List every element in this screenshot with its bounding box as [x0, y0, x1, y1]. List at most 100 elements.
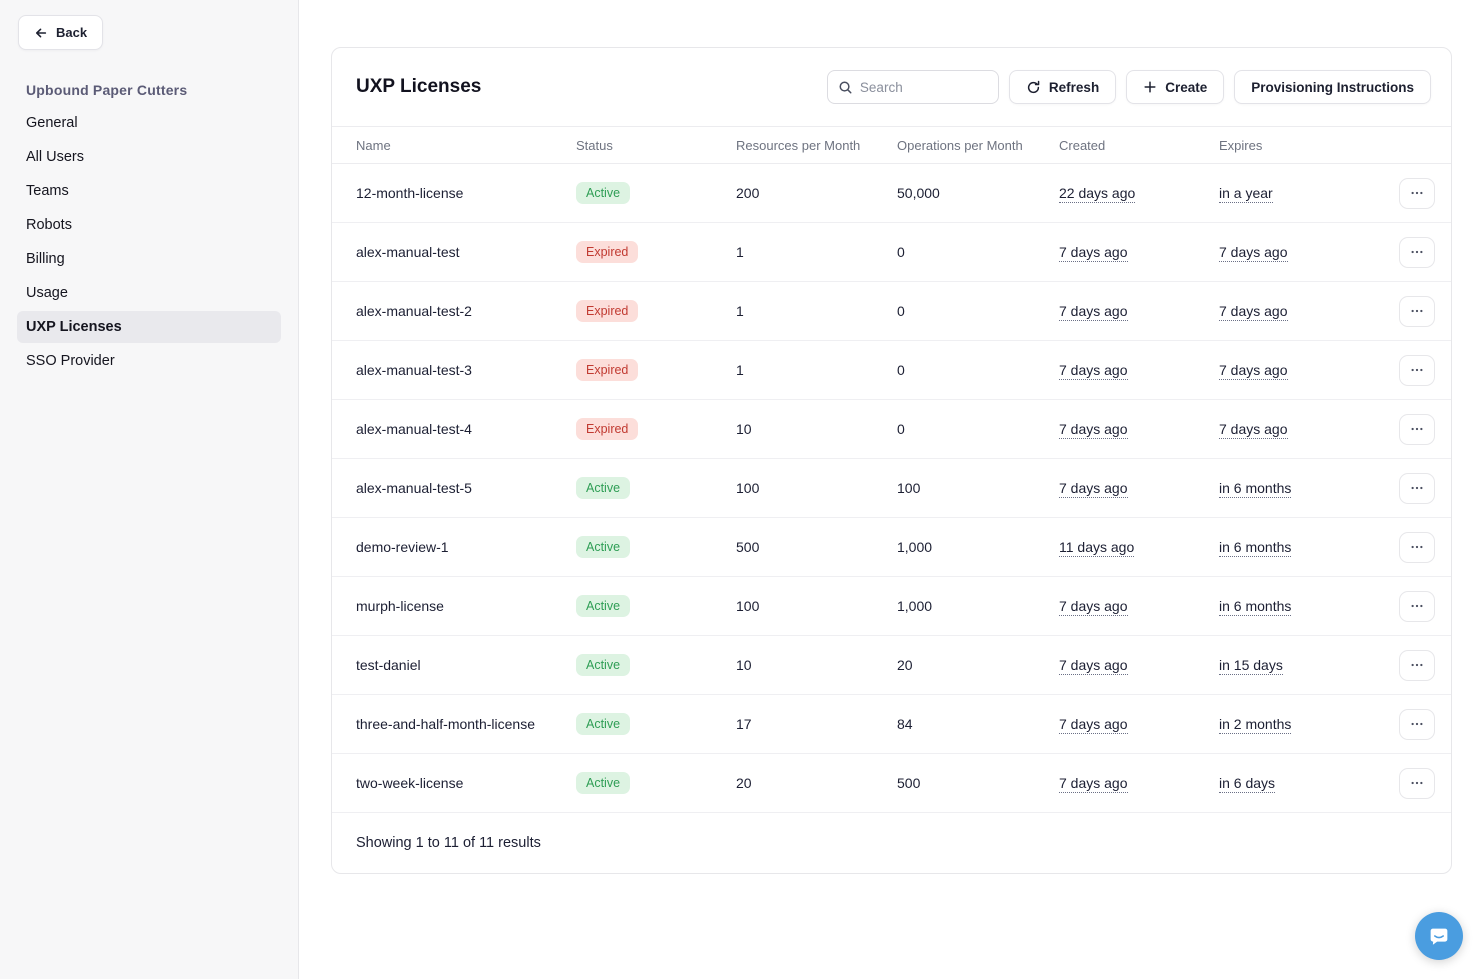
- expires-date[interactable]: 7 days ago: [1219, 303, 1288, 321]
- back-button-label: Back: [56, 25, 88, 40]
- row-actions-button[interactable]: [1399, 649, 1435, 681]
- created-date[interactable]: 7 days ago: [1059, 244, 1128, 262]
- ellipsis-icon: [1410, 717, 1424, 731]
- search-box[interactable]: [826, 70, 999, 104]
- resources-per-month: 10: [736, 421, 752, 437]
- status-badge: Active: [576, 654, 631, 676]
- license-name: alex-manual-test-5: [356, 480, 472, 496]
- table-row: two-week-license Active 20 500 7 days ag…: [332, 754, 1451, 813]
- table-row: test-daniel Active 10 20 7 days ago in 1…: [332, 636, 1451, 695]
- table-body: 12-month-license Active 200 50,000 22 da…: [332, 164, 1451, 813]
- license-name: murph-license: [356, 598, 444, 614]
- created-date[interactable]: 22 days ago: [1059, 185, 1136, 203]
- row-actions-button[interactable]: [1399, 413, 1435, 445]
- expires-date[interactable]: in 6 months: [1219, 598, 1292, 616]
- org-name: Upbound Paper Cutters: [26, 82, 188, 98]
- sidebar: Back Upbound Paper Cutters General All U…: [0, 0, 299, 979]
- license-name: demo-review-1: [356, 539, 449, 555]
- resources-per-month: 1: [736, 244, 744, 260]
- license-name: two-week-license: [356, 775, 464, 791]
- resources-per-month: 100: [736, 598, 760, 614]
- ellipsis-icon: [1410, 186, 1424, 200]
- expires-date[interactable]: in 6 months: [1219, 539, 1292, 557]
- status-badge: Active: [576, 772, 631, 794]
- column-header-expires: Expires: [1219, 137, 1263, 153]
- row-actions-button[interactable]: [1399, 708, 1435, 740]
- license-name: alex-manual-test-4: [356, 421, 472, 437]
- sidebar-item-all-users[interactable]: All Users: [26, 149, 85, 165]
- provisioning-instructions-button[interactable]: Provisioning Instructions: [1234, 70, 1431, 104]
- created-date[interactable]: 7 days ago: [1059, 480, 1128, 498]
- row-actions-button[interactable]: [1399, 767, 1435, 799]
- table-row: alex-manual-test-4 Expired 10 0 7 days a…: [332, 400, 1451, 459]
- table-row: 12-month-license Active 200 50,000 22 da…: [332, 164, 1451, 223]
- search-input[interactable]: [859, 79, 988, 95]
- sidebar-item-usage[interactable]: Usage: [26, 285, 68, 301]
- sidebar-item-robots[interactable]: Robots: [26, 217, 72, 233]
- created-date[interactable]: 7 days ago: [1059, 657, 1128, 675]
- created-date[interactable]: 11 days ago: [1059, 539, 1135, 557]
- expires-date[interactable]: 7 days ago: [1219, 244, 1288, 262]
- main-content: UXP Licenses: [299, 0, 1484, 979]
- resources-per-month: 500: [736, 539, 760, 555]
- create-button[interactable]: Create: [1126, 70, 1225, 104]
- status-badge: Active: [576, 536, 631, 558]
- table-row: alex-manual-test Expired 1 0 7 days ago …: [332, 223, 1451, 282]
- row-actions-button[interactable]: [1399, 295, 1435, 327]
- operations-per-month: 20: [897, 657, 913, 673]
- created-date[interactable]: 7 days ago: [1059, 303, 1128, 321]
- row-actions-button[interactable]: [1399, 590, 1435, 622]
- sidebar-item-uxp-licenses[interactable]: UXP Licenses: [17, 311, 281, 343]
- created-date[interactable]: 7 days ago: [1059, 598, 1128, 616]
- expires-date[interactable]: in 15 days: [1219, 657, 1283, 675]
- sidebar-item-teams[interactable]: Teams: [26, 183, 69, 199]
- license-name: three-and-half-month-license: [356, 716, 535, 732]
- chat-launcher-button[interactable]: [1415, 912, 1463, 960]
- chat-bubble-icon: [1426, 923, 1452, 949]
- row-actions-button[interactable]: [1399, 354, 1435, 386]
- table-row: demo-review-1 Active 500 1,000 11 days a…: [332, 518, 1451, 577]
- row-actions-button[interactable]: [1399, 531, 1435, 563]
- row-actions-button[interactable]: [1399, 177, 1435, 209]
- created-date[interactable]: 7 days ago: [1059, 362, 1128, 380]
- table-row: alex-manual-test-3 Expired 1 0 7 days ag…: [332, 341, 1451, 400]
- expires-date[interactable]: 7 days ago: [1219, 421, 1288, 439]
- row-actions-button[interactable]: [1399, 472, 1435, 504]
- row-actions-button[interactable]: [1399, 236, 1435, 268]
- ellipsis-icon: [1410, 422, 1424, 436]
- expires-date[interactable]: 7 days ago: [1219, 362, 1288, 380]
- column-header-operations: Operations per Month: [897, 137, 1023, 153]
- table-row: alex-manual-test-2 Expired 1 0 7 days ag…: [332, 282, 1451, 341]
- sidebar-item-billing[interactable]: Billing: [26, 251, 65, 267]
- status-badge: Expired: [576, 359, 639, 381]
- expires-date[interactable]: in 2 months: [1219, 716, 1292, 734]
- ellipsis-icon: [1410, 481, 1424, 495]
- resources-per-month: 20: [736, 775, 752, 791]
- resources-per-month: 100: [736, 480, 760, 496]
- ellipsis-icon: [1410, 245, 1424, 259]
- expires-date[interactable]: in 6 months: [1219, 480, 1292, 498]
- status-badge: Active: [576, 595, 631, 617]
- toolbar: Refresh Create Provisioning Instructions: [826, 70, 1431, 104]
- license-name: test-daniel: [356, 657, 421, 673]
- refresh-button[interactable]: Refresh: [1008, 70, 1117, 104]
- expires-date[interactable]: in 6 days: [1219, 775, 1276, 793]
- resources-per-month: 10: [736, 657, 752, 673]
- sidebar-item-general[interactable]: General: [26, 115, 78, 131]
- created-date[interactable]: 7 days ago: [1059, 716, 1128, 734]
- arrow-left-icon: [34, 26, 48, 40]
- create-button-label: Create: [1165, 79, 1208, 95]
- refresh-icon: [1026, 80, 1041, 95]
- results-summary: Showing 1 to 11 of 11 results: [356, 835, 541, 851]
- created-date[interactable]: 7 days ago: [1059, 775, 1128, 793]
- sidebar-nav: General All Users Teams Robots Billing U…: [0, 106, 298, 378]
- expires-date[interactable]: in a year: [1219, 185, 1273, 203]
- ellipsis-icon: [1410, 776, 1424, 790]
- back-button[interactable]: Back: [18, 15, 104, 50]
- license-name: alex-manual-test-2: [356, 303, 472, 319]
- ellipsis-icon: [1410, 599, 1424, 613]
- ellipsis-icon: [1410, 540, 1424, 554]
- sidebar-item-sso-provider[interactable]: SSO Provider: [26, 353, 115, 369]
- card-header: UXP Licenses: [332, 48, 1451, 126]
- created-date[interactable]: 7 days ago: [1059, 421, 1128, 439]
